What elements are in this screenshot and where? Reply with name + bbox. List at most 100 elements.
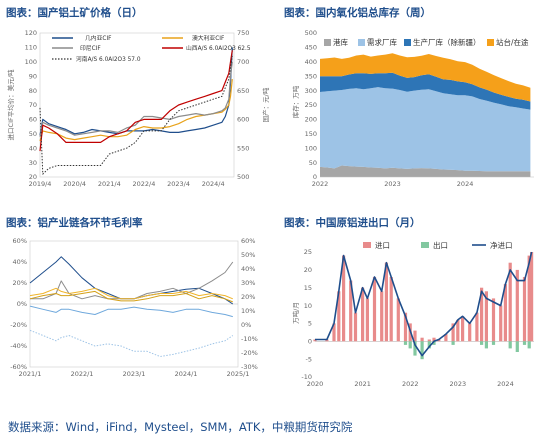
import-bar [475,312,479,342]
export-bar [420,341,424,360]
import-bar [480,287,484,342]
import-bar [461,316,465,342]
export-bar [480,341,484,345]
margin-line [29,256,234,305]
panel3-series [29,256,238,357]
import-bar [522,277,527,342]
y-tick-label: -60% [10,363,27,371]
panel1-x-ticks: 2019/4 2020/4 2021/4 2022/4 2023/4 2024/4 [29,180,225,188]
import-bar [380,291,384,342]
panel4-legend: 进口 出口 净进口 [363,240,513,250]
y2-tick-label: -10% [241,335,258,343]
import-bar [451,323,455,342]
panel4-y-ticks: -10 -5 0 5 10 15 20 25 [301,248,312,381]
legend-label: 生产厂库（除新疆） [413,37,481,47]
panel1-y2-label: 国产：元/吨 [261,87,270,122]
legend-item: 山西A/S 6.0Al2O3 62.5 [162,44,251,52]
panel1-y2-ticks: 500 550 600 650 700 750 [237,29,249,181]
legend-label: 山西A/S 6.0Al2O3 62.5 [186,44,251,52]
import-bar [437,339,441,342]
import-bar [508,262,512,342]
y-tick-label: 60 [29,116,37,124]
x-tick-label: 2024 [497,380,514,388]
y2-tick-label: 700 [237,58,249,66]
y2-tick-label: 20% [241,293,255,301]
y-tick-label: 0% [17,300,27,308]
legend-item: 印尼CIF [52,45,101,52]
y-tick-label: -40% [10,342,27,350]
x-tick-label: 2020/4 [63,180,86,188]
margin-line [29,305,233,318]
y-tick-label: 90 [29,72,37,80]
y-tick-label: 110 [25,44,37,52]
y-tick-label: 100 [305,144,317,152]
export-bar [484,341,488,349]
x-tick-label: 2023 [450,380,467,388]
import-bar [491,298,496,342]
x-tick-label: 2021/1 [19,370,42,378]
y-tick-label: -5 [306,355,312,363]
margin-line [29,290,233,303]
legend-label: 进口 [375,241,390,250]
legend-label: 站台/在途 [496,37,529,47]
x-tick-label: 2024/4 [202,180,225,188]
legend-label: 澳大利亚CIF [192,34,224,42]
import-bar [313,339,317,342]
import-bar [325,339,329,342]
x-tick-label: 2023 [384,180,401,188]
import-bar [349,280,353,342]
legend-item: 进口 [363,241,390,250]
y2-tick-label: 40% [241,265,255,273]
x-tick-label: 2021/4 [98,180,121,188]
net-import-line [315,251,533,357]
y-tick-label: 0 [308,337,312,345]
import-bar [365,298,369,342]
export-bar [522,341,527,345]
export-bar [432,341,436,345]
panel4-net-import-line [315,251,533,357]
panel2-y-ticks: 0 50 100 150 200 250 300 350 400 450 500 [305,29,317,181]
import-bar [530,252,534,342]
import-bar [527,255,531,342]
legend-swatch [404,39,411,46]
y-tick-label: 20% [13,279,27,287]
panel1-plot-frame [39,32,235,178]
y-tick-label: 100 [25,58,37,66]
y2-tick-label: 50% [241,251,255,259]
panel2-x-ticks: 2022 2023 2024 [312,180,474,188]
export-bar [413,341,417,356]
y-tick-label: 20 [29,173,37,181]
y-tick-label: 40% [13,258,27,266]
x-tick-label: 2022/1 [71,370,94,378]
legend-item: 出口 [421,240,448,250]
legend-swatch [421,242,429,248]
y2-tick-label: 500 [237,173,249,181]
export-bar [508,341,512,349]
y2-tick-label: -30% [241,363,258,371]
panel2-stacked-areas [320,53,531,177]
inventory-area [320,72,531,110]
y2-tick-label: 600 [237,116,249,124]
import-bar [413,330,417,342]
y-tick-label: 450 [305,44,317,52]
x-tick-label: 2020 [307,380,324,388]
import-bar [468,323,472,342]
y2-tick-label: 60% [241,237,255,245]
price-line [39,79,233,142]
panel1-y-label: 进口CIF平均价：美元/吨 [6,69,15,140]
legend-swatch [324,39,331,46]
y-tick-label: -10 [301,373,312,381]
y2-tick-label: 550 [237,144,249,152]
y2-tick-label: 750 [237,29,249,37]
export-bar [408,341,412,349]
margin-line [29,287,233,300]
export-bar [515,341,519,352]
import-bar [403,312,408,342]
panel2-y-label: 库存：万吨 [291,85,300,118]
import-bar [432,337,436,342]
x-tick-label: 2023/4 [167,180,190,188]
export-bar [427,341,431,349]
y-tick-label: 50 [29,130,37,138]
panel2-title: 图表：国内氧化铝总库存（周） [284,6,431,19]
